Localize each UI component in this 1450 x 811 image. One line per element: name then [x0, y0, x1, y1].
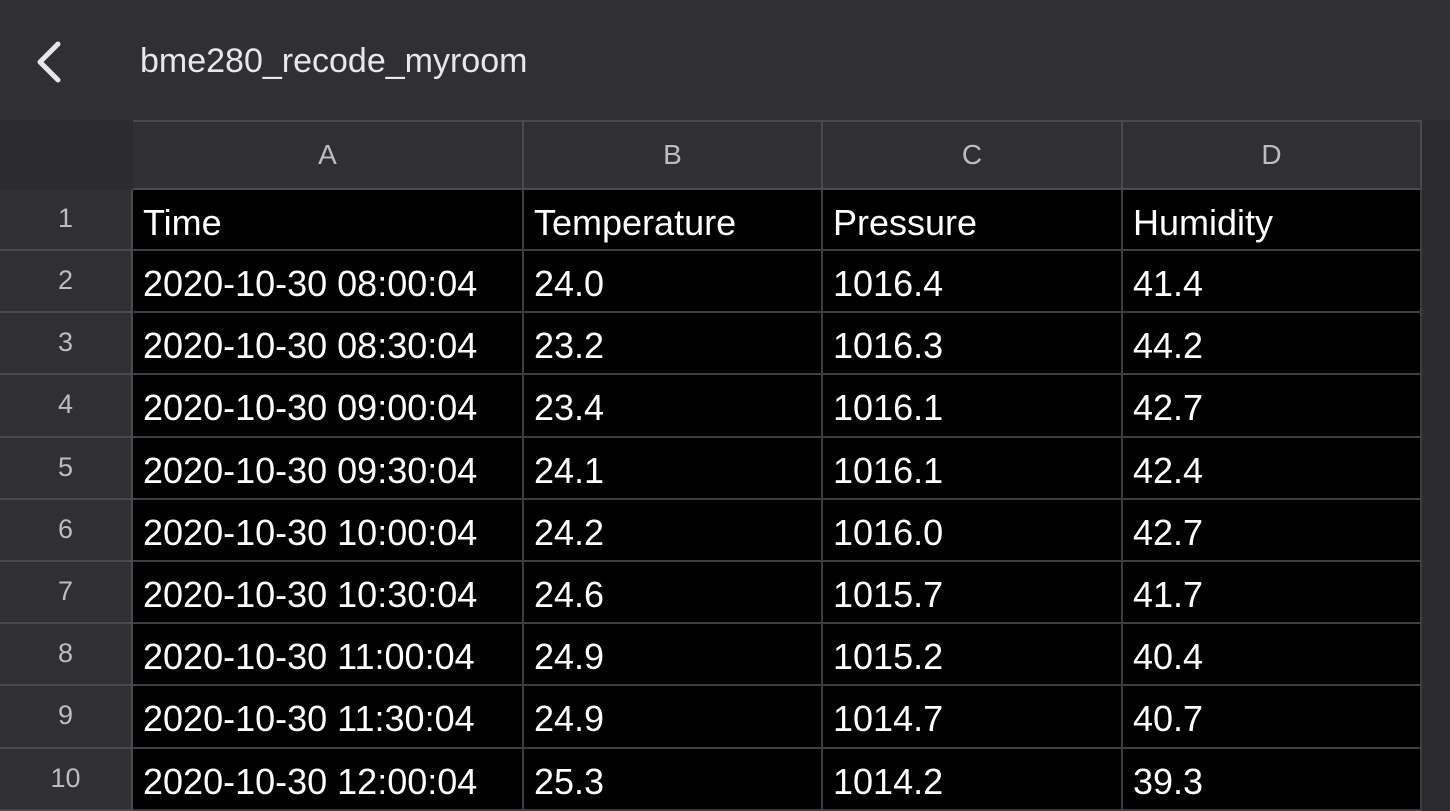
top-bar: bme280_recode_myroom — [0, 0, 1450, 120]
cell[interactable]: Humidity — [1123, 190, 1422, 251]
row-header[interactable]: 3 — [0, 313, 133, 376]
cell[interactable]: 42.7 — [1123, 375, 1422, 438]
cell[interactable]: 24.1 — [524, 437, 823, 500]
cell[interactable]: 1016.1 — [823, 437, 1123, 500]
cell[interactable]: 42.7 — [1123, 499, 1422, 562]
row-header[interactable]: 10 — [0, 748, 133, 811]
row-header[interactable]: 4 — [0, 375, 133, 438]
column-header[interactable]: B — [524, 120, 823, 190]
cell[interactable]: 1016.1 — [823, 375, 1123, 438]
cell[interactable]: 1016.4 — [823, 251, 1123, 314]
cell[interactable]: 2020-10-30 09:00:04 — [133, 375, 524, 438]
cell[interactable]: 40.4 — [1123, 624, 1422, 687]
cell[interactable]: 24.0 — [524, 251, 823, 314]
row-header[interactable]: 7 — [0, 562, 133, 625]
cell[interactable]: 24.2 — [524, 499, 823, 562]
cell[interactable]: Time — [133, 190, 524, 251]
cell[interactable]: 1014.7 — [823, 686, 1123, 749]
cell[interactable]: 2020-10-30 11:30:04 — [133, 686, 524, 749]
cell[interactable]: 2020-10-30 12:00:04 — [133, 748, 524, 811]
cell[interactable]: 1016.0 — [823, 499, 1123, 562]
cell[interactable]: 44.2 — [1123, 313, 1422, 376]
row-header[interactable]: 5 — [0, 437, 133, 500]
row-header[interactable]: 8 — [0, 624, 133, 687]
cell[interactable]: 1015.2 — [823, 624, 1123, 687]
cell[interactable]: 1015.7 — [823, 562, 1123, 625]
cell[interactable]: 24.9 — [524, 624, 823, 687]
cell[interactable]: 42.4 — [1123, 437, 1422, 500]
column-header[interactable]: D — [1123, 120, 1422, 190]
cell[interactable]: 39.3 — [1123, 748, 1422, 811]
cell[interactable]: 25.3 — [524, 748, 823, 811]
cell[interactable]: 2020-10-30 11:00:04 — [133, 624, 524, 687]
sheet-grid: A B C D 1 Time Temperature Pressure Humidity 2 202… — [0, 120, 1450, 811]
back-button[interactable] — [30, 40, 70, 84]
cell[interactable]: Pressure — [823, 190, 1123, 251]
cell[interactable]: 24.9 — [524, 686, 823, 749]
cell[interactable]: 2020-10-30 10:00:04 — [133, 499, 524, 562]
row-header[interactable]: 6 — [0, 499, 133, 562]
cell[interactable]: 23.4 — [524, 375, 823, 438]
row-header[interactable]: 2 — [0, 251, 133, 314]
cell[interactable]: 24.6 — [524, 562, 823, 625]
cell[interactable]: 2020-10-30 08:00:04 — [133, 251, 524, 314]
cell[interactable]: 1014.2 — [823, 748, 1123, 811]
row-header[interactable]: 1 — [0, 190, 133, 251]
cell[interactable]: 23.2 — [524, 313, 823, 376]
column-header[interactable]: A — [133, 120, 524, 190]
cell[interactable]: 41.4 — [1123, 251, 1422, 314]
cell[interactable]: 41.7 — [1123, 562, 1422, 625]
cell[interactable]: 2020-10-30 10:30:04 — [133, 562, 524, 625]
sheet-title: bme280_recode_myroom — [140, 42, 528, 80]
cell[interactable]: Temperature — [524, 190, 823, 251]
column-header[interactable]: C — [823, 120, 1123, 190]
cell[interactable]: 2020-10-30 08:30:04 — [133, 313, 524, 376]
cell[interactable]: 2020-10-30 09:30:04 — [133, 437, 524, 500]
cell[interactable]: 40.7 — [1123, 686, 1422, 749]
cell[interactable]: 1016.3 — [823, 313, 1123, 376]
row-header[interactable]: 9 — [0, 686, 133, 749]
